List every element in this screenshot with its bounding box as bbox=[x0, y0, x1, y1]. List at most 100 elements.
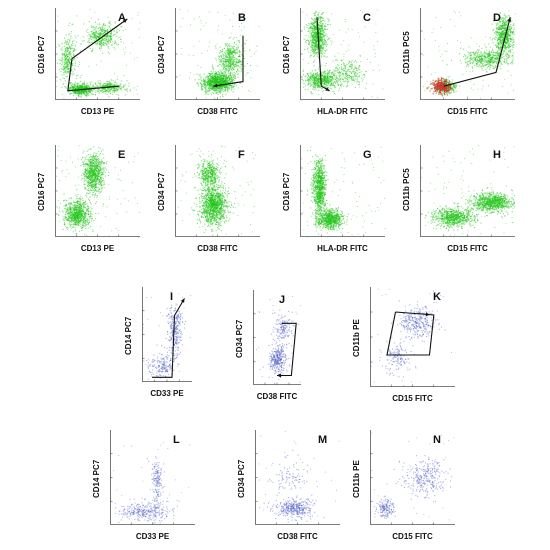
axis-lines bbox=[255, 430, 340, 525]
panel-c: C bbox=[300, 8, 385, 101]
scatter-plot bbox=[175, 145, 260, 237]
y-axis-label: CD11b PC5 bbox=[402, 31, 411, 74]
axis-lines bbox=[370, 430, 455, 525]
arrow-head bbox=[425, 312, 430, 317]
arrow-head bbox=[180, 298, 185, 303]
panel-l: L bbox=[110, 430, 195, 525]
panel-label: G bbox=[363, 149, 372, 161]
x-axis-label: CD38 FITC bbox=[197, 244, 238, 253]
red-population bbox=[426, 77, 453, 97]
y-axis-label: CD16 PC7 bbox=[282, 35, 291, 74]
panel-b: B bbox=[175, 8, 260, 100]
scatter-plot bbox=[300, 8, 385, 101]
axis-lines bbox=[420, 145, 515, 237]
axis-lines bbox=[55, 145, 140, 237]
panel-a: A bbox=[55, 8, 141, 100]
y-axis-label: CD11b PC5 bbox=[402, 168, 411, 211]
y-axis-label: CD16 PC7 bbox=[282, 172, 291, 211]
x-axis-label: CD15 FITC bbox=[447, 244, 488, 253]
x-axis-label: CD15 FITC bbox=[447, 107, 488, 116]
scatter-plot bbox=[110, 430, 195, 525]
scatter-plot bbox=[55, 145, 140, 238]
panel-label: D bbox=[493, 12, 501, 24]
scatter-plot bbox=[370, 430, 455, 525]
axis-lines bbox=[175, 145, 260, 237]
panel-g: G bbox=[300, 145, 386, 238]
y-axis-label: CD11b PE bbox=[352, 459, 361, 498]
panel-m: M bbox=[255, 430, 340, 525]
x-axis-label: CD38 FITC bbox=[256, 392, 298, 401]
event-dots bbox=[175, 145, 257, 236]
y-axis-label: CD14 PC7 bbox=[92, 459, 101, 498]
x-axis-label: CD38 FITC bbox=[277, 532, 318, 541]
x-axis-label: CD13 PE bbox=[80, 244, 115, 253]
scatter-plot bbox=[370, 287, 455, 387]
panel-label: I bbox=[170, 291, 174, 303]
axis-lines bbox=[55, 8, 140, 100]
arrow-head bbox=[277, 373, 282, 378]
panel-f: F bbox=[175, 145, 260, 237]
axis-lines bbox=[142, 287, 192, 382]
y-axis-label: CD34 PC7 bbox=[157, 35, 166, 74]
x-axis-label: HLA-DR FITC bbox=[317, 244, 368, 253]
x-axis-label: CD15 FITC bbox=[392, 532, 433, 541]
gating-arrow bbox=[386, 311, 435, 356]
gating-arrow bbox=[213, 35, 244, 87]
event-dots bbox=[258, 430, 340, 523]
event-dots bbox=[300, 9, 384, 101]
scatter-plot bbox=[255, 430, 340, 525]
panel-label: N bbox=[433, 434, 441, 446]
event-dots bbox=[370, 432, 455, 525]
gating-arrow bbox=[67, 18, 128, 92]
event-dots bbox=[423, 10, 516, 99]
x-axis-label: CD33 PE bbox=[150, 389, 184, 398]
panel-j: J bbox=[253, 290, 302, 385]
arrow-head bbox=[507, 17, 512, 22]
event-dots bbox=[55, 145, 140, 238]
event-dots bbox=[300, 146, 386, 238]
panel-label: B bbox=[238, 12, 246, 24]
y-axis-label: CD16 PC7 bbox=[37, 35, 46, 74]
axis-lines bbox=[175, 8, 260, 100]
panel-label: E bbox=[118, 149, 126, 161]
panel-label: M bbox=[318, 434, 328, 446]
x-axis-label: HLA-DR FITC bbox=[317, 107, 368, 116]
axis-lines bbox=[110, 430, 195, 525]
arrow-head bbox=[325, 87, 330, 91]
panel-k: K bbox=[370, 287, 455, 387]
y-axis-label: CD34 PC7 bbox=[235, 319, 244, 358]
y-axis-label: CD16 PC7 bbox=[37, 172, 46, 211]
panel-i: I bbox=[142, 287, 192, 382]
panel-h: H bbox=[420, 145, 516, 238]
x-axis-label: CD38 FITC bbox=[197, 107, 238, 116]
panel-e: E bbox=[55, 145, 140, 238]
x-axis-label: CD13 PE bbox=[80, 107, 115, 116]
panel-label: H bbox=[493, 149, 501, 161]
axis-lines bbox=[253, 290, 301, 385]
panel-label: J bbox=[279, 294, 286, 306]
arrow-head bbox=[213, 83, 218, 88]
panel-label: A bbox=[118, 12, 126, 24]
axis-lines bbox=[370, 287, 455, 387]
y-axis-label: CD14 PC7 bbox=[124, 316, 133, 355]
event-dots bbox=[420, 145, 516, 238]
y-axis-label: CD34 PC7 bbox=[237, 459, 246, 498]
event-dots bbox=[370, 288, 452, 386]
event-dots bbox=[113, 442, 193, 525]
scatter-plot bbox=[420, 145, 516, 238]
scatter-plot bbox=[253, 290, 302, 385]
scatter-plot bbox=[300, 145, 386, 238]
event-dots bbox=[142, 291, 192, 380]
panel-n: N bbox=[370, 430, 455, 525]
scatter-plot bbox=[420, 8, 516, 100]
axis-lines bbox=[300, 8, 385, 100]
axis-lines bbox=[420, 8, 515, 100]
panel-label: F bbox=[238, 149, 245, 161]
panel-d: D bbox=[420, 8, 516, 100]
axis-lines bbox=[300, 145, 385, 237]
x-axis-label: CD15 FITC bbox=[392, 394, 433, 403]
y-axis-label: CD11b PE bbox=[352, 319, 361, 357]
gating-arrow bbox=[277, 322, 297, 377]
panel-label: L bbox=[173, 434, 180, 446]
scatter-plot bbox=[142, 287, 192, 382]
